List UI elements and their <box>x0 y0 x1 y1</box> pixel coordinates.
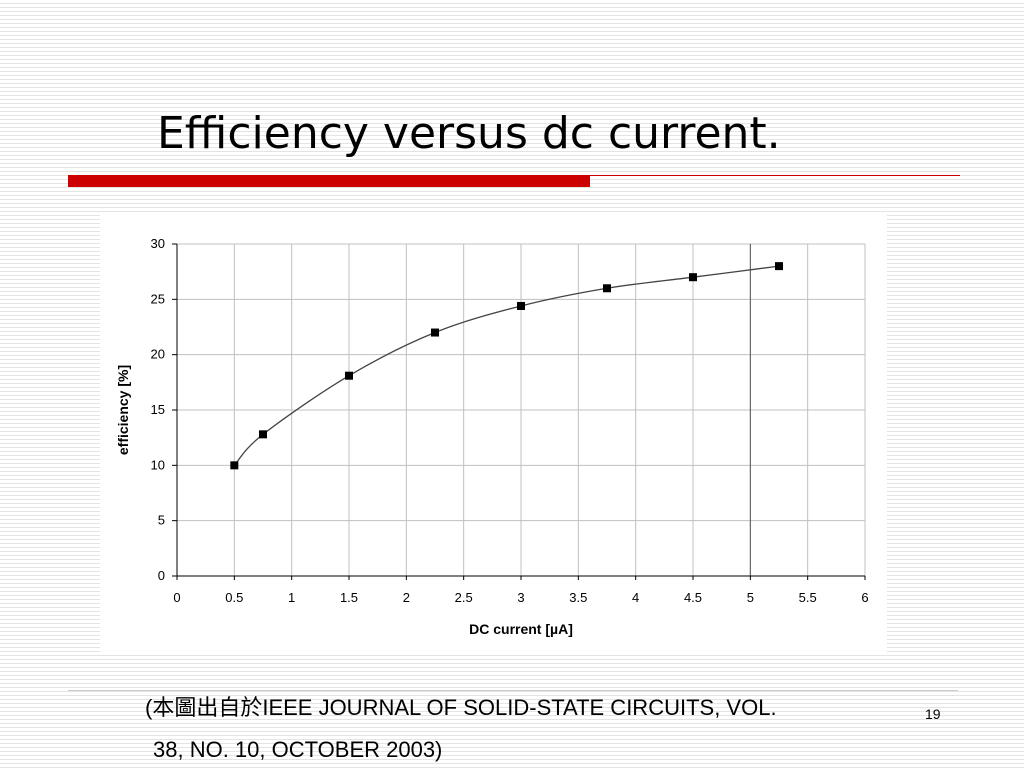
y-tick-label: 25 <box>151 291 165 306</box>
y-tick-label: 5 <box>158 513 165 528</box>
slide-title: Efficiency versus dc current. <box>157 108 781 159</box>
data-point <box>517 301 525 310</box>
source-citation-line2: 38, NO. 10, OCTOBER 2003) <box>153 737 443 762</box>
data-point <box>775 262 783 271</box>
y-tick-label: 0 <box>158 568 165 583</box>
x-tick-label: 5 <box>747 590 754 605</box>
footer-rule <box>68 690 958 691</box>
x-tick-label: 6 <box>861 590 868 605</box>
x-tick-label: 1 <box>288 590 295 605</box>
x-tick-label: 0 <box>173 590 180 605</box>
y-tick-label: 10 <box>151 457 165 472</box>
x-tick-label: 3 <box>517 590 524 605</box>
x-tick-label: 4.5 <box>684 590 702 605</box>
series-line <box>233 265 780 466</box>
page-number: 19 <box>925 706 941 722</box>
x-tick-label: 4 <box>632 590 639 605</box>
y-tick-label: 20 <box>151 347 165 362</box>
x-tick-label: 1.5 <box>340 590 358 605</box>
x-tick-label: 2 <box>403 590 410 605</box>
data-point <box>689 273 697 282</box>
y-axis-label: efficiency [%] <box>115 365 131 455</box>
y-tick-label: 30 <box>151 236 165 251</box>
x-tick-label: 3.5 <box>569 590 587 605</box>
x-tick-label: 0.5 <box>225 590 243 605</box>
x-tick-label: 5.5 <box>799 590 817 605</box>
x-axis-label: DC current [µA] <box>469 621 573 637</box>
title-underline-red <box>68 175 590 187</box>
source-citation-line1: (本圖出自於IEEE JOURNAL OF SOLID-STATE CIRCUI… <box>145 695 777 720</box>
y-tick-label: 15 <box>151 402 165 417</box>
data-point <box>345 371 353 380</box>
efficiency-chart: 0 0.5 1 1.5 2 2.5 3 3.5 4 4.5 5 5.5 6 0 5 10 15 20 25 30 DC … <box>115 236 869 637</box>
x-tick-label: 2.5 <box>455 590 473 605</box>
data-point <box>603 284 611 293</box>
data-point <box>230 461 239 470</box>
data-point <box>431 328 439 337</box>
title-underline-thin <box>590 175 960 176</box>
data-point <box>259 430 267 439</box>
chart-panel: 0 0.5 1 1.5 2 2.5 3 3.5 4 4.5 5 5.5 6 0 5 10 15 20 25 30 DC … <box>100 214 887 652</box>
